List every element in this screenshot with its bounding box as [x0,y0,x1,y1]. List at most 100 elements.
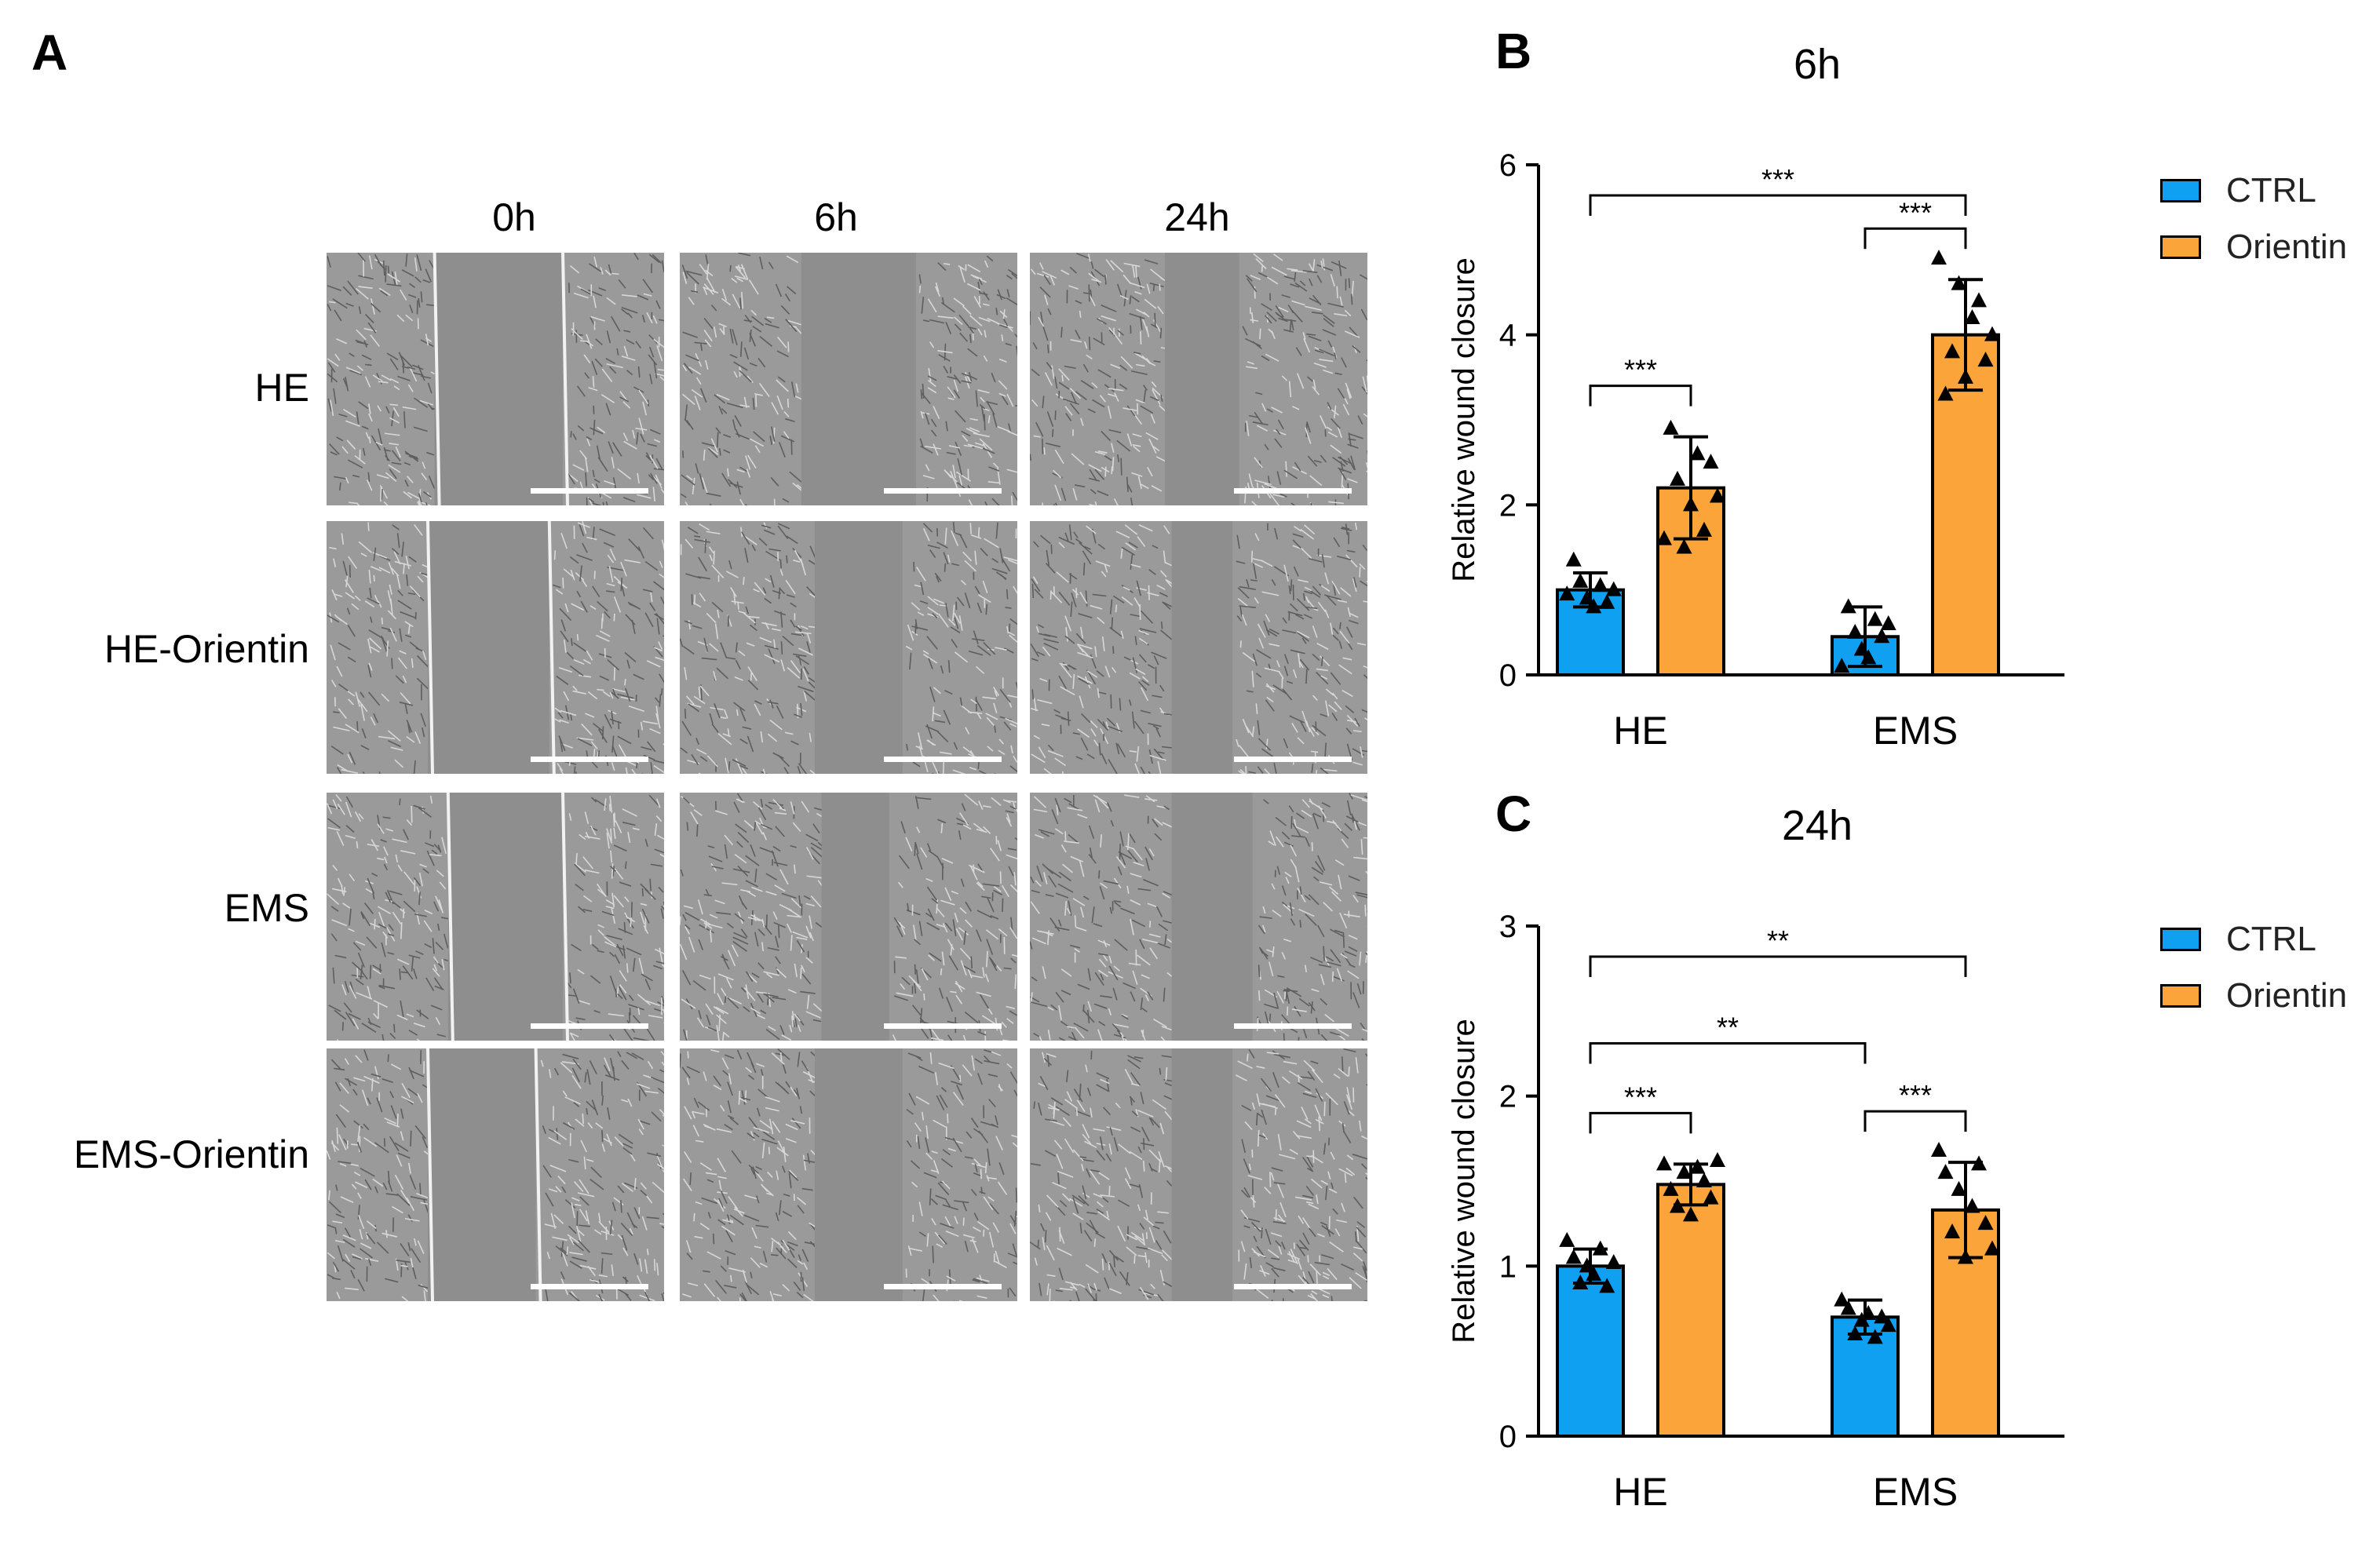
row-label-he: HE [254,366,309,410]
legend-swatch-ctrl [2160,928,2201,951]
data-point [1853,640,1870,656]
data-point [1931,250,1947,265]
scale-bar [1234,1284,1352,1289]
data-point [1572,572,1589,588]
data-point [1710,1152,1725,1167]
legend-item-ctrl: CTRL [2160,171,2316,210]
data-point [1670,470,1685,486]
scale-bar [531,1023,648,1029]
significance-bracket [1589,1042,1867,1064]
micrograph-he-0h [327,253,664,505]
significance-bracket [1589,385,1692,407]
data-point [1977,1215,1994,1231]
y-tick-label: 6 [1499,148,1517,183]
micrograph-ems-orientin-6h [680,1048,1017,1301]
data-point [1984,1240,2000,1256]
data-point [1874,628,1890,644]
y-tick-label: 2 [1499,1080,1517,1114]
chart-title: 6h [1794,47,1841,88]
scale-bar [884,1023,1002,1029]
data-point [1958,368,1973,384]
micrograph-ems-0h [327,793,664,1041]
data-point [1984,326,2000,341]
data-point [1977,352,1994,367]
micrograph-he-orientin-24h [1030,521,1367,774]
data-point [1696,1172,1712,1187]
legend-swatch-ctrl [2160,179,2201,202]
data-point [1971,292,1987,308]
micrograph-ems-orientin-24h [1030,1048,1367,1301]
micrograph-he-24h [1030,253,1367,505]
significance-label: ** [1717,1012,1739,1044]
legend-swatch-orientin [2160,984,2201,1008]
data-point [1937,385,1954,401]
bar [1831,1315,1900,1438]
legend-label-ctrl: CTRL [2226,171,2316,210]
data-point [1663,419,1679,435]
panel-label-b: B [1495,23,1532,79]
data-point [1689,445,1706,461]
data-point [1880,615,1896,630]
data-point [1683,1206,1699,1222]
data-point [1689,1158,1706,1174]
data-point [1971,1155,1987,1171]
legend-label-ctrl: CTRL [2226,920,2316,958]
scale-bar [884,488,1002,494]
data-point [1874,1308,1890,1324]
significance-label: *** [1899,196,1932,228]
panel-label-c: C [1495,786,1532,842]
chart-title: 24h [1782,808,1853,849]
x-tick-label: EMS [1873,709,1958,753]
significance-label: ** [1767,924,1789,957]
data-point [1683,496,1699,512]
scale-bar [1234,757,1352,762]
data-point [1586,598,1602,614]
micrograph-ems-24h [1030,793,1367,1041]
micrograph-he-6h [680,253,1017,505]
data-point [1676,1164,1692,1180]
data-point [1656,1155,1672,1171]
legend-item-orientin: Orientin [2160,228,2347,267]
significance-bracket [1863,1110,1967,1132]
bar [1656,1183,1725,1438]
data-point [1860,1305,1877,1320]
significance-label: *** [1761,163,1794,195]
y-tick-label: 1 [1499,1249,1517,1284]
micrograph-ems-6h [680,793,1017,1041]
data-point [1964,309,1980,324]
bar [1656,486,1725,677]
data-point [1670,1198,1685,1213]
micrograph-he-orientin-6h [680,521,1017,774]
scale-bar [1234,1023,1352,1029]
data-point [1951,275,1967,290]
legend-item-ctrl: CTRL [2160,920,2316,959]
data-point [1847,1325,1863,1340]
y-tick-label: 0 [1499,658,1517,693]
micrograph-grid: 0h 6h 24h HE HE-Orientin EMS EMS-Orienti… [74,195,1367,1301]
scale-bar [531,757,648,762]
data-point [1565,551,1582,567]
legend-item-orientin: Orientin [2160,976,2347,1015]
data-point [1867,611,1883,626]
data-point [1937,1164,1954,1180]
data-point [1592,1240,1608,1256]
data-point [1579,1257,1595,1273]
data-point [1592,577,1608,593]
column-label-6h: 6h [814,195,858,239]
data-point [1951,1180,1967,1196]
significance-bracket [1589,194,1967,216]
data-point [1703,454,1719,469]
y-tick-label: 3 [1499,910,1517,944]
bar [1556,1264,1625,1438]
data-point [1834,658,1850,673]
micrograph-he-orientin-0h [327,521,664,774]
column-label-24h: 24h [1164,195,1230,239]
data-point [1847,623,1863,639]
data-point [1860,649,1877,665]
data-point [1880,1317,1896,1333]
data-point [1696,521,1712,537]
scale-bar [884,1284,1002,1289]
scale-bar [531,488,648,494]
data-point [1663,1180,1679,1196]
